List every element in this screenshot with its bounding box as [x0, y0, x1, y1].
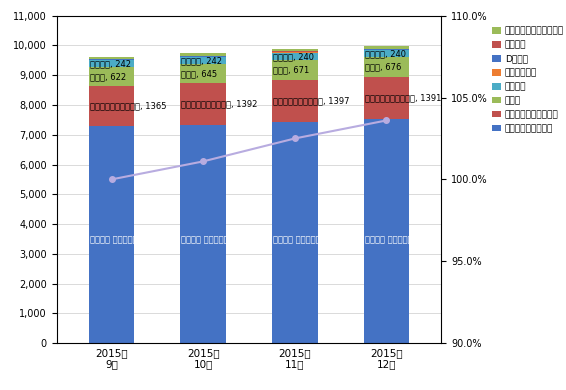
Text: タイムズ カープラス, 7278: タイムズ カープラス, 7278 — [89, 234, 164, 243]
Bar — [181, 57, 226, 64]
Text: カリテコ, 242: カリテコ, 242 — [181, 56, 222, 65]
Text: カリテコ, 242: カリテコ, 242 — [89, 59, 131, 68]
Text: タイムズ カープラス, 7536: タイムズ カープラス, 7536 — [365, 234, 439, 243]
Text: カレコ, 671: カレコ, 671 — [273, 66, 309, 74]
Bar — [89, 60, 135, 67]
Text: オリックスカーシェア, 1392: オリックスカーシェア, 1392 — [181, 99, 258, 108]
Bar — [272, 122, 318, 343]
Text: カレコ, 645: カレコ, 645 — [181, 69, 217, 78]
Text: カレコ, 622: カレコ, 622 — [89, 72, 126, 81]
Bar — [363, 50, 409, 57]
Bar — [363, 57, 409, 77]
Bar — [363, 77, 409, 119]
Bar — [272, 80, 318, 122]
Bar — [181, 53, 226, 55]
Bar — [181, 125, 226, 343]
Bar — [89, 86, 135, 126]
Legend: カーシェアリング・ワン, エコロカ, Dシェア, アース・カー, カリテコ, カレコ, オリックスカーシェア, タイムズカープラス: カーシェアリング・ワン, エコロカ, Dシェア, アース・カー, カリテコ, カ… — [492, 27, 564, 133]
Bar — [272, 51, 318, 52]
Text: オリックスカーシェア, 1397: オリックスカーシェア, 1397 — [273, 96, 349, 105]
Bar — [181, 64, 226, 83]
Text: カリテコ, 240: カリテコ, 240 — [365, 49, 405, 58]
Bar — [181, 56, 226, 57]
Bar — [89, 57, 135, 59]
Text: オリックスカーシェア, 1365: オリックスカーシェア, 1365 — [89, 102, 166, 111]
Text: オリックスカーシェア, 1391: オリックスカーシェア, 1391 — [365, 94, 441, 103]
Text: カレコ, 676: カレコ, 676 — [365, 63, 401, 72]
Bar — [89, 67, 135, 86]
Bar — [89, 126, 135, 343]
Bar — [363, 46, 409, 49]
Bar — [363, 119, 409, 343]
Bar — [272, 52, 318, 53]
Text: カリテコ, 240: カリテコ, 240 — [273, 52, 314, 61]
Bar — [272, 49, 318, 51]
Bar — [181, 55, 226, 56]
Bar — [272, 60, 318, 80]
Text: タイムズ カープラス, 7336: タイムズ カープラス, 7336 — [181, 234, 256, 243]
Bar — [272, 53, 318, 60]
Text: タイムズ カープラス, 7443: タイムズ カープラス, 7443 — [273, 234, 347, 243]
Bar — [181, 83, 226, 125]
Bar — [89, 59, 135, 60]
Bar — [363, 49, 409, 50]
